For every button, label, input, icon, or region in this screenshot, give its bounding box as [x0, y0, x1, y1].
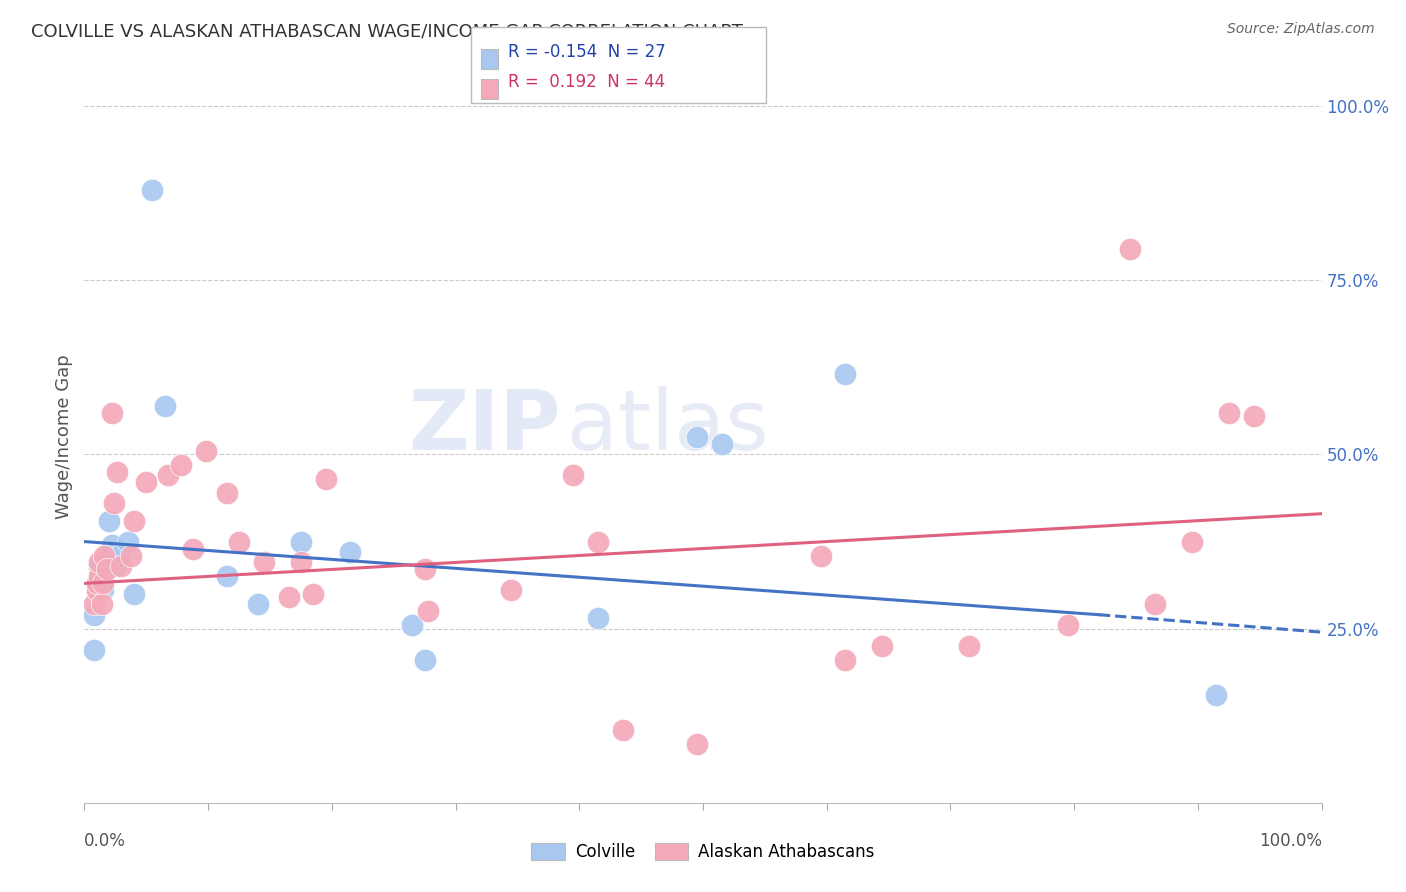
Point	[117, 534, 139, 549]
Point	[83, 597, 105, 611]
Point	[194, 444, 217, 458]
Point	[246, 597, 269, 611]
Point	[83, 642, 105, 657]
Point	[135, 475, 157, 490]
Point	[290, 556, 312, 570]
Point	[157, 468, 180, 483]
Point	[100, 538, 122, 552]
Point	[90, 597, 112, 611]
Point	[315, 472, 337, 486]
Point	[83, 607, 105, 622]
Point	[86, 576, 108, 591]
Point	[89, 558, 111, 573]
Point	[501, 583, 523, 598]
Point	[215, 485, 238, 500]
Point	[1205, 688, 1227, 702]
Point	[91, 576, 114, 591]
Point	[834, 653, 856, 667]
Point	[586, 534, 609, 549]
Point	[290, 534, 312, 549]
Point	[810, 549, 832, 563]
Point	[98, 514, 121, 528]
Point	[686, 737, 709, 751]
Point	[89, 556, 111, 570]
Point	[153, 399, 176, 413]
Text: atlas: atlas	[567, 385, 769, 467]
Point	[686, 430, 709, 444]
Point	[401, 618, 423, 632]
Point	[418, 604, 440, 618]
Point	[86, 583, 108, 598]
Point	[141, 183, 163, 197]
Text: R = -0.154  N = 27: R = -0.154 N = 27	[508, 43, 665, 61]
Point	[122, 587, 145, 601]
Text: R =  0.192  N = 44: R = 0.192 N = 44	[508, 73, 665, 91]
Y-axis label: Wage/Income Gap: Wage/Income Gap	[55, 355, 73, 519]
Point	[228, 534, 250, 549]
Text: 100.0%: 100.0%	[1258, 832, 1322, 850]
Point	[339, 545, 361, 559]
Point	[104, 558, 127, 573]
Point	[96, 549, 118, 563]
Point	[96, 562, 118, 576]
Point	[170, 458, 193, 472]
Point	[181, 541, 204, 556]
Point	[91, 573, 114, 587]
Point	[1057, 618, 1080, 632]
Point	[413, 653, 436, 667]
Point	[93, 549, 115, 563]
Point	[120, 549, 142, 563]
Point	[89, 576, 111, 591]
Text: 0.0%: 0.0%	[84, 832, 127, 850]
Point	[215, 569, 238, 583]
Point	[89, 569, 111, 583]
Point	[612, 723, 634, 737]
Text: COLVILLE VS ALASKAN ATHABASCAN WAGE/INCOME GAP CORRELATION CHART: COLVILLE VS ALASKAN ATHABASCAN WAGE/INCO…	[31, 22, 742, 40]
Point	[586, 611, 609, 625]
Point	[122, 514, 145, 528]
Legend: Colville, Alaskan Athabascans: Colville, Alaskan Athabascans	[524, 836, 882, 868]
Point	[957, 639, 980, 653]
Point	[1181, 534, 1204, 549]
Point	[86, 583, 108, 598]
Point	[253, 556, 276, 570]
Point	[1243, 409, 1265, 424]
Point	[110, 558, 132, 573]
Point	[1218, 406, 1240, 420]
Point	[834, 368, 856, 382]
Point	[105, 465, 128, 479]
Point	[103, 496, 125, 510]
Text: ZIP: ZIP	[408, 385, 561, 467]
Point	[1143, 597, 1166, 611]
Point	[302, 587, 325, 601]
Point	[710, 437, 733, 451]
Point	[1119, 242, 1142, 256]
Point	[91, 583, 114, 598]
Text: Source: ZipAtlas.com: Source: ZipAtlas.com	[1227, 22, 1375, 37]
Point	[872, 639, 894, 653]
Point	[100, 406, 122, 420]
Point	[277, 591, 299, 605]
Point	[108, 549, 131, 563]
Point	[562, 468, 585, 483]
Point	[413, 562, 436, 576]
